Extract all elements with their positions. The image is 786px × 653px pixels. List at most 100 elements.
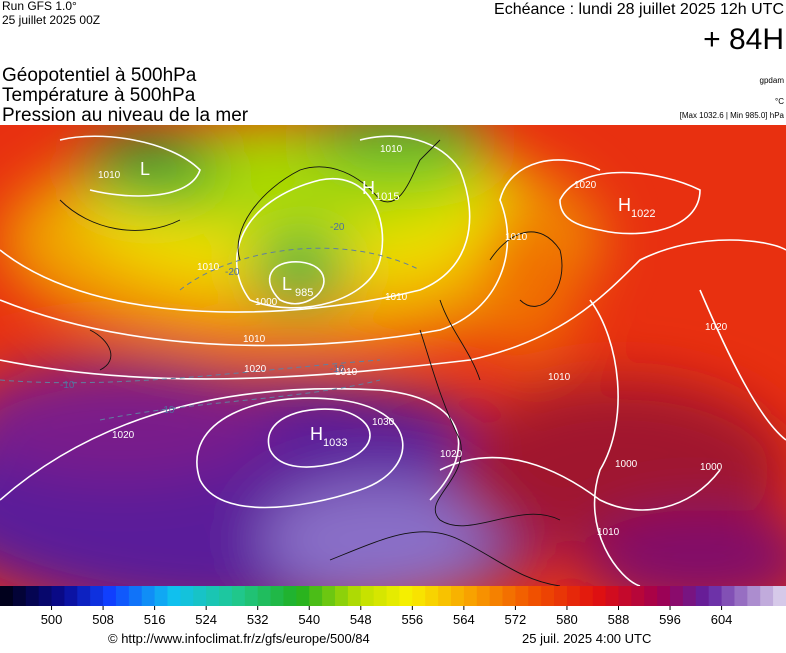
color-swatch: [244, 586, 259, 606]
isobar-label: 1010: [505, 232, 528, 243]
colorbar-tick-label: 572: [505, 612, 527, 627]
color-swatch: [579, 586, 594, 606]
isobar-label: 1000: [615, 459, 638, 470]
colorbar-tick-label: 500: [41, 612, 63, 627]
isobar-label: 1010: [335, 367, 358, 378]
colorbar-tick-label: 516: [144, 612, 166, 627]
color-swatch: [180, 586, 194, 606]
color-swatch: [141, 586, 156, 606]
isobar-label: 1010: [197, 262, 220, 273]
color-swatch: [51, 586, 65, 606]
color-swatch: [425, 586, 439, 606]
coastlines: [59, 139, 563, 586]
color-swatch: [528, 586, 542, 606]
isotherm-label: -10: [160, 405, 175, 416]
isobar-label: 1020: [112, 430, 135, 441]
center-value: 1033: [323, 437, 347, 449]
color-swatch: [592, 586, 607, 606]
color-swatch: [373, 586, 388, 606]
color-swatch: [193, 586, 207, 606]
lead-time: + 84H: [703, 23, 784, 56]
color-swatch: [515, 586, 529, 606]
isobar-label: 1010: [548, 372, 571, 383]
color-swatch: [554, 586, 568, 606]
isobar-label: 1000: [700, 462, 723, 473]
center-letter: L: [140, 159, 150, 179]
color-swatch: [682, 586, 697, 606]
color-swatch: [670, 586, 684, 606]
color-swatch: [760, 586, 774, 606]
center-letter: H: [618, 195, 631, 215]
isobar-label: 1020: [705, 322, 728, 333]
isobar-label: 1010: [380, 144, 403, 155]
valid-time: Echéance : lundi 28 juillet 2025 12h UTC: [494, 1, 784, 18]
color-swatch: [257, 586, 272, 606]
color-swatch: [231, 586, 246, 606]
center-letter: H: [362, 178, 375, 198]
run-date: 25 juillet 2025 00Z: [2, 13, 100, 27]
color-swatch: [438, 586, 452, 606]
isobars: [0, 135, 786, 586]
field: Pression au niveau de la mer: [2, 105, 249, 126]
color-swatch: [541, 586, 555, 606]
center-letter: L: [282, 274, 292, 294]
colorbar-tick-label: 532: [247, 612, 269, 627]
color-swatch: [476, 586, 491, 606]
isobar-label: 1000: [255, 297, 278, 308]
color-swatch: [25, 586, 40, 606]
colorbar-tick-label: 540: [298, 612, 320, 627]
color-swatch: [296, 586, 310, 606]
color-swatch: [631, 586, 645, 606]
color-swatch: [77, 586, 91, 606]
center-value: 985: [295, 287, 313, 299]
color-swatch: [115, 586, 130, 606]
isobar-label: 1010: [243, 334, 266, 345]
color-swatch: [219, 586, 233, 606]
color-swatch: [103, 586, 117, 606]
run: Run GFS 1.0°: [2, 0, 77, 13]
colorbar-tick-label: 604: [711, 612, 733, 627]
colorbar-tick-label: 564: [453, 612, 475, 627]
color-swatch: [347, 586, 362, 606]
color-swatch: [309, 586, 323, 606]
color-swatch: [128, 586, 143, 606]
color-swatch: [708, 586, 723, 606]
color-swatch: [566, 586, 581, 606]
isotherm-label: -20: [225, 267, 240, 278]
footer-date: 25 juil. 2025 4:00 UTC: [522, 631, 651, 646]
color-swatch: [618, 586, 632, 606]
color-swatch: [399, 586, 413, 606]
map: [0, 125, 786, 586]
isobar-label: 1010: [98, 170, 121, 181]
colorbar-tick-label: 524: [195, 612, 217, 627]
isobar-label: 1020: [244, 364, 267, 375]
color-swatch: [773, 586, 786, 606]
color-swatch: [283, 586, 297, 606]
unit: gpdam: [760, 76, 785, 85]
isotherm-label: -10: [330, 364, 345, 375]
color-swatch: [489, 586, 504, 606]
color-swatch: [463, 586, 478, 606]
color-swatch: [38, 586, 53, 606]
color-swatch: [747, 586, 761, 606]
color-swatch: [386, 586, 400, 606]
color-swatch: [322, 586, 336, 606]
color-swatch: [412, 586, 426, 606]
colorbar-tick-label: 588: [608, 612, 630, 627]
color-swatch: [695, 586, 710, 606]
color-swatch: [335, 586, 349, 606]
color-swatch: [360, 586, 375, 606]
isobar-label: 1030: [372, 417, 395, 428]
color-swatch: [502, 586, 516, 606]
color-swatch: [64, 586, 78, 606]
unit: [Max 1032.6 | Min 985.0] hPa: [680, 111, 785, 120]
isotherm-label: -20: [330, 222, 345, 233]
color-swatch: [12, 586, 27, 606]
isotherm-label: -10: [60, 380, 75, 391]
isobar-label: 1020: [440, 449, 463, 460]
center-letter: H: [310, 424, 323, 444]
color-swatch: [657, 586, 671, 606]
field: Géopotentiel à 500hPa: [2, 65, 197, 86]
